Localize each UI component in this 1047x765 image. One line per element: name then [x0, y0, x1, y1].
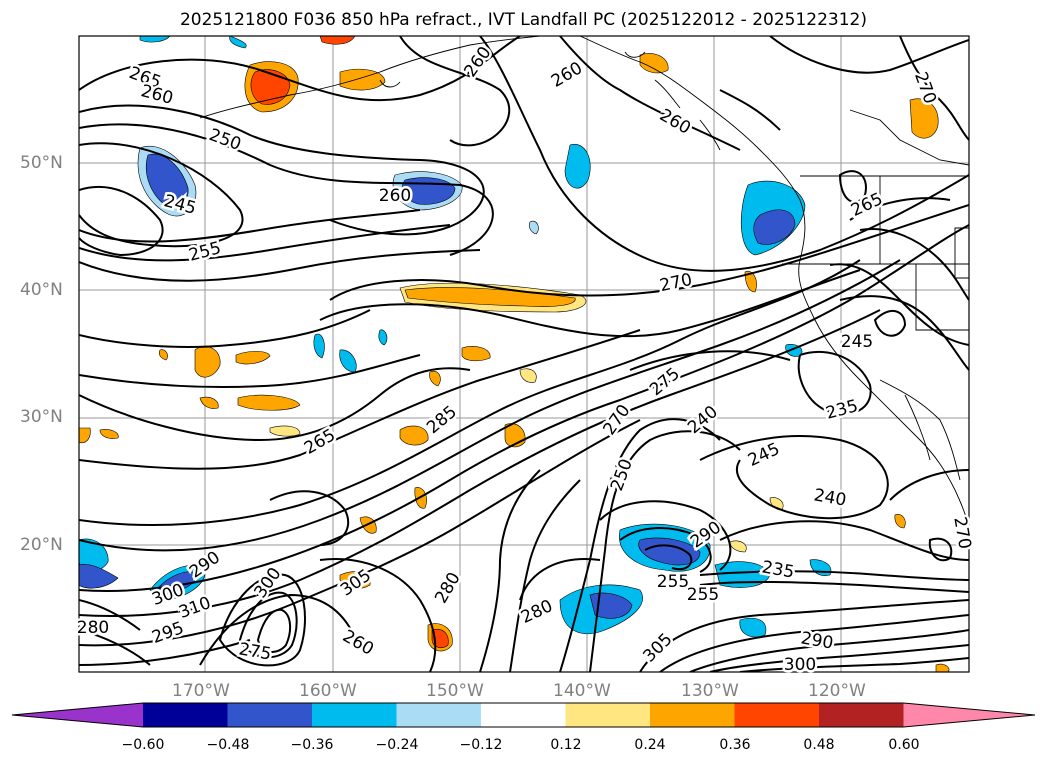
map-title: 2025121800 F036 850 hPa refract., IVT La… [179, 10, 867, 30]
colorbar-tick: −0.48 [206, 737, 250, 753]
colorbar-segment [819, 703, 904, 727]
colorbar-tick: 0.24 [634, 737, 666, 753]
contour-label: 280 [77, 618, 109, 638]
colorbar-segment [565, 703, 651, 727]
gridlines [79, 36, 969, 672]
colorbar-tick: −0.12 [459, 737, 503, 753]
colorbar-tick: 0.12 [550, 737, 582, 753]
lon-tick-160w: 160°W [299, 681, 357, 701]
colorbar-segment [650, 703, 735, 727]
colorbar-tick: 0.60 [888, 737, 920, 753]
contour-label-halo: 260 [379, 186, 411, 206]
contour-label-halo: 245 [841, 332, 873, 352]
contour-label: 255 [687, 585, 719, 605]
lon-tick-170w: 170°W [172, 681, 230, 701]
lat-tick-40n: 40°N [20, 280, 63, 300]
lon-tick-120w: 120°W [808, 681, 866, 701]
contour-label-halo: 280 [77, 618, 109, 638]
contour-label-halo: 255 [687, 585, 719, 605]
colorbar-extend-min [12, 703, 143, 727]
coastlines [199, 36, 969, 531]
contour-label-halo: 255 [657, 572, 689, 592]
lat-tick-50n: 50°N [20, 153, 63, 173]
lon-tick-150w: 150°W [426, 681, 484, 701]
lat-tick-30n: 30°N [20, 407, 63, 427]
colorbar-tick: −0.60 [121, 737, 165, 753]
contour-lines [79, 36, 969, 672]
contour-label: 300 [784, 655, 816, 675]
colorbar-outline [11, 702, 1036, 728]
colorbar-tick: −0.24 [375, 737, 419, 753]
lon-tick-130w: 130°W [681, 681, 739, 701]
colorbar-segment [143, 703, 228, 727]
colorbar-segment [312, 703, 397, 727]
colorbar [11, 702, 1036, 728]
colorbar-tick: −0.36 [290, 737, 334, 753]
filled-contours [79, 36, 950, 672]
colorbar-tick: 0.48 [803, 737, 835, 753]
colorbar-extend-max [903, 703, 1035, 727]
lat-tick-20n: 20°N [20, 535, 63, 555]
contour-label: 245 [841, 332, 873, 352]
contour-label: 260 [379, 186, 411, 206]
map-frame [78, 35, 970, 673]
contour-label-halo: 300 [784, 655, 816, 675]
contour-label: 255 [657, 572, 689, 592]
lon-tick-140w: 140°W [553, 681, 611, 701]
colorbar-segment [481, 703, 566, 727]
colorbar-segment [227, 703, 313, 727]
colorbar-segment [396, 703, 482, 727]
colorbar-segment [734, 703, 820, 727]
colorbar-tick: 0.36 [719, 737, 751, 753]
